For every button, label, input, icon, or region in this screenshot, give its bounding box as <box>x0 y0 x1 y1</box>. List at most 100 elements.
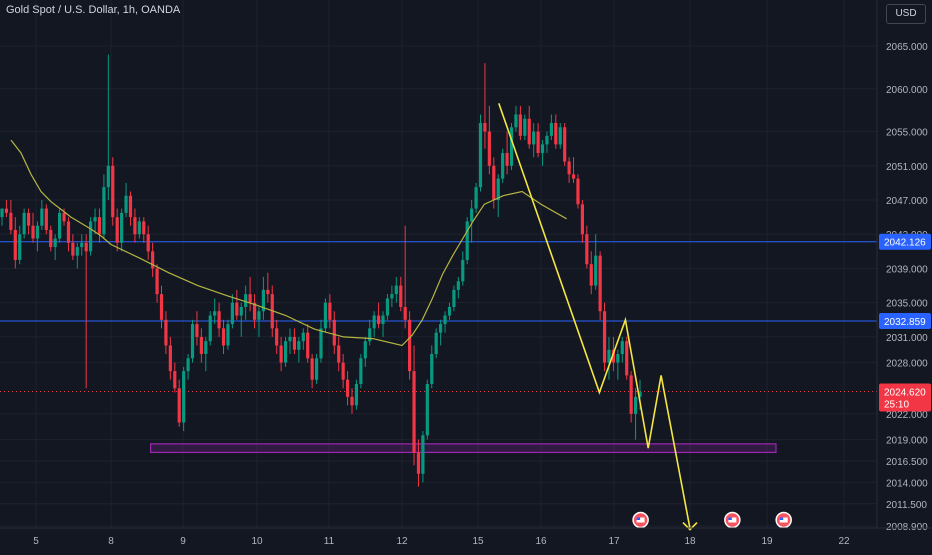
candle-body[interactable] <box>44 208 48 230</box>
candle-body[interactable] <box>589 264 593 286</box>
candle-body[interactable] <box>319 328 323 359</box>
candle-body[interactable] <box>633 396 638 414</box>
candle-body[interactable] <box>549 123 553 136</box>
candle-body[interactable] <box>31 225 35 239</box>
candle-body[interactable] <box>151 251 155 269</box>
candle-body[interactable] <box>173 371 177 389</box>
candle-body[interactable] <box>18 234 22 260</box>
candle-body[interactable] <box>390 294 394 299</box>
candle-body[interactable] <box>509 127 514 166</box>
candle-body[interactable] <box>177 388 181 423</box>
candle-body[interactable] <box>244 294 248 307</box>
candle-body[interactable] <box>93 217 97 222</box>
candle-body[interactable] <box>182 371 186 423</box>
candle-body[interactable] <box>483 123 487 132</box>
candle-body[interactable] <box>492 165 496 201</box>
candle-body[interactable] <box>80 242 84 248</box>
candle-body[interactable] <box>638 391 642 397</box>
candle-body[interactable] <box>314 358 319 380</box>
candle-body[interactable] <box>120 212 124 243</box>
candle-body[interactable] <box>345 379 350 397</box>
candle-body[interactable] <box>474 187 478 209</box>
candle-body[interactable] <box>394 285 398 295</box>
candle-body[interactable] <box>558 127 562 145</box>
candle-body[interactable] <box>53 238 57 248</box>
candle-body[interactable] <box>97 217 102 235</box>
candle-body[interactable] <box>368 328 372 342</box>
candle-body[interactable] <box>545 135 549 145</box>
candle-body[interactable] <box>186 358 190 372</box>
candle-body[interactable] <box>22 212 26 235</box>
level-price-tag[interactable] <box>879 313 931 330</box>
candle-body[interactable] <box>461 259 465 282</box>
level-price-tag[interactable] <box>879 233 931 250</box>
candle-body[interactable] <box>190 324 195 359</box>
candle-body[interactable] <box>13 229 17 260</box>
candle-body[interactable] <box>35 225 40 239</box>
candle-body[interactable] <box>301 332 305 342</box>
candle-body[interactable] <box>399 285 403 307</box>
moving-average-line[interactable] <box>10 139 567 347</box>
candle-body[interactable] <box>585 234 589 265</box>
candle-body[interactable] <box>128 195 133 218</box>
candle-body[interactable] <box>523 118 527 136</box>
candle-body[interactable] <box>57 212 62 239</box>
candle-body[interactable] <box>266 289 270 295</box>
candle-body[interactable] <box>310 358 314 380</box>
candle-body[interactable] <box>213 311 217 316</box>
candle-body[interactable] <box>576 178 580 205</box>
candle-body[interactable] <box>496 178 500 201</box>
candle-body[interactable] <box>323 302 328 329</box>
candle-body[interactable] <box>350 396 354 406</box>
candle-body[interactable] <box>478 123 483 188</box>
candle-body[interactable] <box>532 131 536 145</box>
candle-body[interactable] <box>447 306 452 316</box>
candle-body[interactable] <box>625 341 629 376</box>
candle-body[interactable] <box>598 255 602 312</box>
candle-body[interactable] <box>168 345 172 372</box>
candle-body[interactable] <box>155 268 159 295</box>
candle-body[interactable] <box>195 324 199 337</box>
candle-body[interactable] <box>75 247 79 256</box>
candle-body[interactable] <box>554 123 558 145</box>
candle-body[interactable] <box>306 332 310 359</box>
candle-body[interactable] <box>580 204 585 235</box>
candle-body[interactable] <box>261 289 266 312</box>
candle-body[interactable] <box>164 319 168 346</box>
candle-body[interactable] <box>540 144 545 153</box>
candle-body[interactable] <box>292 336 297 350</box>
candle-body[interactable] <box>4 208 9 213</box>
candle-body[interactable] <box>430 354 434 384</box>
candle-body[interactable] <box>235 302 239 316</box>
candle-body[interactable] <box>421 435 425 474</box>
candle-body[interactable] <box>142 221 146 235</box>
projected-trend-path[interactable] <box>498 103 691 529</box>
candle-body[interactable] <box>594 255 598 286</box>
candle-body[interactable] <box>133 217 137 235</box>
candle-body[interactable] <box>487 131 491 166</box>
candle-body[interactable] <box>501 152 505 179</box>
candle-body[interactable] <box>217 311 221 329</box>
candle-body[interactable] <box>115 217 119 243</box>
candle-body[interactable] <box>620 341 624 355</box>
candle-body[interactable] <box>563 127 567 162</box>
candle-body[interactable] <box>607 349 611 363</box>
candle-body[interactable] <box>571 174 576 179</box>
candle-body[interactable] <box>412 371 416 453</box>
currency-button[interactable]: USD <box>886 4 926 24</box>
candle-body[interactable] <box>297 341 301 350</box>
candle-body[interactable] <box>248 294 252 303</box>
candle-body[interactable] <box>456 281 460 290</box>
candle-body[interactable] <box>443 315 447 325</box>
candle-body[interactable] <box>385 298 390 316</box>
candle-body[interactable] <box>514 114 518 128</box>
candle-body[interactable] <box>470 208 474 222</box>
candle-body[interactable] <box>9 212 13 230</box>
current-price-tag[interactable] <box>879 383 931 412</box>
candle-body[interactable] <box>403 306 407 320</box>
candle-body[interactable] <box>465 221 469 260</box>
candle-body[interactable] <box>26 212 31 226</box>
candle-body[interactable] <box>0 208 4 218</box>
